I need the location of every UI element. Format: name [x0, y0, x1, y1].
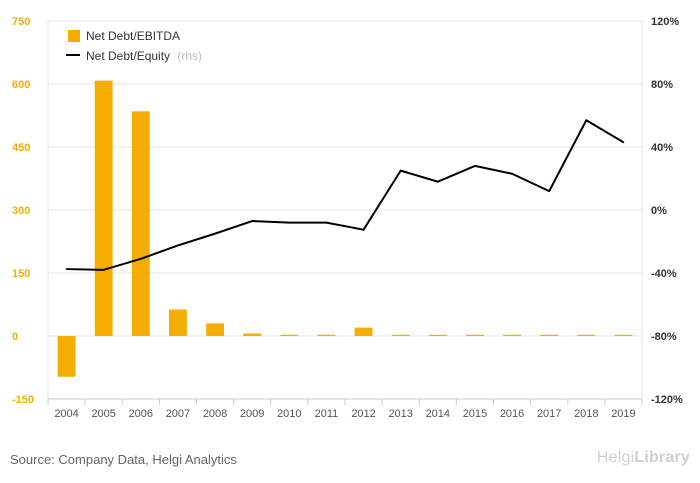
legend-label-line: Net Debt/Equity (rhs) [86, 49, 202, 63]
y-left-tick-label: 750 [12, 16, 30, 28]
x-tick-label: 2012 [351, 408, 375, 420]
x-tick-label: 2015 [463, 408, 487, 420]
x-tick-label: 2009 [240, 408, 264, 420]
y-left-tick-label: 300 [12, 205, 30, 217]
bar-2012 [354, 327, 373, 336]
bar-2015 [466, 334, 484, 336]
brand-bold: Library [634, 449, 690, 466]
x-tick-label: 2018 [574, 408, 598, 420]
line-point-2007 [177, 244, 179, 247]
legend-label-line-suffix: (rhs) [177, 49, 202, 63]
line-point-2006 [140, 258, 142, 260]
bar-2009 [243, 333, 262, 336]
x-tick-label: 2004 [54, 408, 78, 420]
bar-2006 [131, 111, 150, 336]
y-right-tick-label: -80% [651, 331, 677, 343]
axes: 2004 2005 2006 2007 2008 2009 2010 2011 2012 2013… [12, 16, 683, 420]
y-right-tick-label: -120% [651, 394, 683, 406]
legend-swatch-bar [68, 30, 80, 42]
y-right-tick-label: 0% [651, 205, 667, 217]
bar-2013 [391, 334, 410, 336]
y-left-tick-label: 0 [12, 331, 18, 343]
x-tick-label: 2014 [426, 408, 450, 420]
series-line [66, 119, 624, 271]
x-tick-label: 2017 [537, 408, 561, 420]
line-point-2016 [511, 172, 513, 175]
x-tick-label: 2011 [315, 408, 339, 420]
source-note: Source: Company Data, Helgi Analytics [10, 452, 237, 467]
line-point-2010 [288, 221, 291, 224]
bar-2010 [280, 334, 299, 336]
bar-2008 [206, 323, 224, 336]
line-point-2008 [214, 232, 216, 235]
y-left-tick-label: 150 [12, 268, 30, 280]
bar-2019 [614, 334, 633, 336]
chart: 2004 2005 2006 2007 2008 2009 2010 2011 2012 2013… [12, 16, 683, 420]
x-tick-label: 2016 [500, 408, 524, 420]
legend: Net Debt/EBITDA Net Debt/Equity (rhs) [66, 29, 202, 63]
bar-2018 [577, 334, 596, 336]
footer: Source: Company Data, Helgi Analytics He… [0, 436, 700, 483]
line-point-2012 [362, 228, 365, 231]
bar-2014 [428, 334, 447, 336]
legend-label-bar: Net Debt/EBITDA [86, 29, 180, 43]
x-tick-label: 2008 [203, 408, 227, 420]
line-point-2013 [399, 169, 402, 172]
x-tick-label: 2019 [611, 408, 635, 420]
legend-label-line-name: Net Debt/Equity [86, 49, 170, 63]
line-point-2004 [65, 268, 68, 270]
line-point-2015 [474, 165, 476, 167]
x-tick-label: 2005 [91, 408, 115, 420]
brand-logo: HelgiLibrary [597, 449, 690, 467]
line-point-2011 [325, 221, 328, 224]
x-tick-label: 2006 [129, 408, 153, 420]
y-right-tick-label: 120% [651, 16, 679, 28]
y-right-tick-label: -40% [651, 268, 677, 280]
line-point-2005 [102, 269, 105, 271]
bar-2007 [169, 309, 187, 336]
y-left-tick-label: 450 [12, 142, 30, 154]
y-left-tick-label: 600 [12, 79, 30, 91]
bars-net-debt-ebitda [57, 80, 633, 377]
x-tick-label: 2013 [388, 408, 412, 420]
y-right-tick-label: 40% [651, 142, 673, 154]
brand-light: Helgi [596, 449, 635, 466]
y-left-tick-label: -150 [12, 394, 34, 406]
line-point-2019 [622, 141, 625, 144]
line-point-2009 [251, 220, 253, 222]
bar-2017 [540, 334, 559, 336]
bar-2004 [57, 336, 76, 377]
bar-2011 [317, 334, 336, 336]
x-tick-label: 2010 [277, 408, 301, 420]
line-net-debt-equity [65, 119, 625, 271]
x-tick-label: 2007 [166, 408, 190, 420]
line-point-2017 [548, 190, 550, 192]
line-point-2014 [437, 180, 439, 183]
line-point-2018 [585, 119, 588, 122]
y-right-tick-label: 80% [651, 79, 673, 91]
bar-2005 [94, 80, 113, 336]
bar-2016 [503, 334, 521, 336]
